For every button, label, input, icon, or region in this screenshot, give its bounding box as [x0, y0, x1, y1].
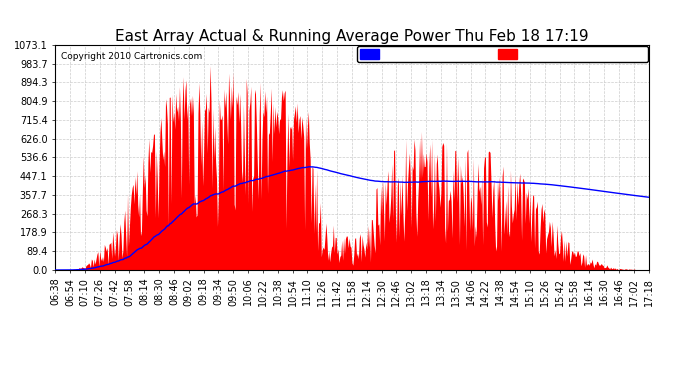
Text: Copyright 2010 Cartronics.com: Copyright 2010 Cartronics.com — [61, 52, 202, 61]
Title: East Array Actual & Running Average Power Thu Feb 18 17:19: East Array Actual & Running Average Powe… — [115, 29, 589, 44]
Legend: Average (DC Watts), East Array (DC Watts): Average (DC Watts), East Array (DC Watts… — [357, 46, 648, 62]
